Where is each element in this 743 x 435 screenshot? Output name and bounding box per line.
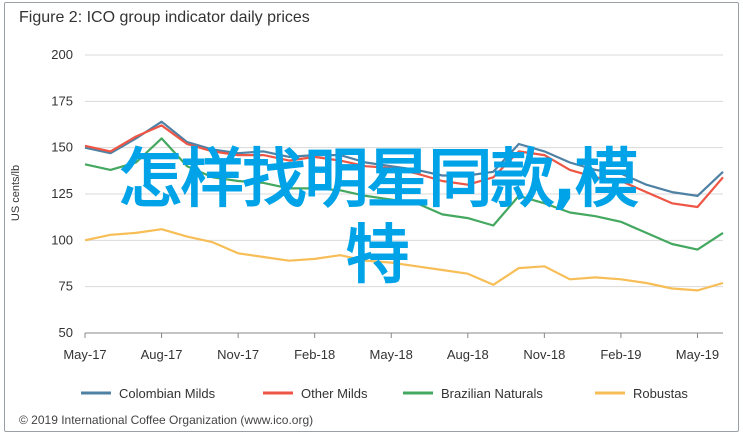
series-line-brazilian-naturals [84,137,724,251]
y-tick-label: 125 [51,186,73,201]
x-tick-label: Feb-18 [294,347,335,362]
y-tick-label: 150 [51,140,73,155]
y-tick-label: 75 [59,279,73,294]
legend-label: Brazilian Naturals [441,386,543,401]
x-tick-label: May-19 [676,347,719,362]
x-tick-label: Nov-18 [523,347,565,362]
overlay-line-1: 怎样找明星同款,模 [118,143,638,217]
series-line-colombian-milds [84,120,724,197]
x-tick-label: Nov-17 [217,347,259,362]
y-tick-label: 175 [51,93,73,108]
legend-label: Colombian Milds [119,386,216,401]
y-tick-label: 100 [51,232,73,247]
chart-frame: Figure 2: ICO group indicator daily pric… [4,2,739,432]
chart-svg: 50 75 100 125 150 175 200 US cents/lb May-17 Aug-… [10,47,724,401]
x-tick-label: Aug-17 [141,347,183,362]
legend-label: Robustas [633,386,688,401]
y-axis-label: US cents/lb [10,165,22,221]
legend-label: Other Milds [301,386,368,401]
y-tick-label: 200 [51,47,73,62]
overlay-line-2: 特 [345,218,410,293]
chart-title: Figure 2: ICO group indicator daily pric… [19,9,310,26]
x-tick-label: May-17 [63,347,106,362]
y-tick-label: 50 [59,325,73,340]
series-line-other-milds [84,124,724,209]
x-tick-label: Feb-19 [600,347,641,362]
x-tick-label: Aug-18 [447,347,489,362]
watermark-overlay: 怎样找明星同款,模 特 [25,143,730,294]
x-tick-label: May-18 [370,347,413,362]
series-line-robustas [84,228,724,292]
copyright-text: © 2019 International Coffee Organization… [19,413,314,427]
